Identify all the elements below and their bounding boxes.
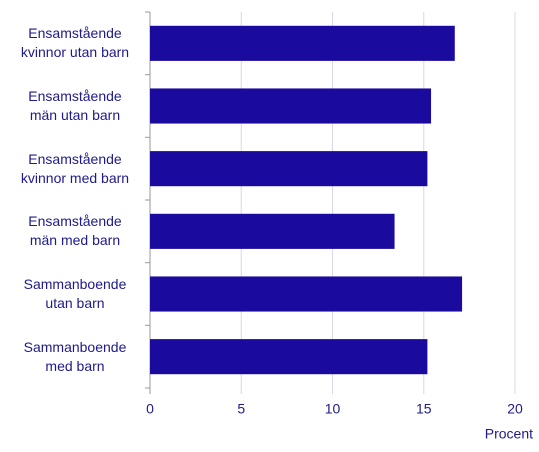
y-tick-label: Ensamstående män med barn xyxy=(28,213,122,249)
x-axis-label: Procent xyxy=(485,426,533,442)
x-tick-label: 0 xyxy=(146,401,154,417)
bar xyxy=(150,339,428,375)
y-tick-label: Sammanboende med barn xyxy=(23,338,127,374)
y-tick-label: Ensamstående kvinnor med barn xyxy=(20,150,130,186)
x-tick-label: 15 xyxy=(416,401,432,417)
x-tick-label: 10 xyxy=(325,401,341,417)
x-tick-label: 5 xyxy=(237,401,245,417)
y-tick-label: Sammanboende utan barn xyxy=(23,276,127,311)
x-tick-label: 20 xyxy=(507,401,523,417)
bar xyxy=(150,276,463,312)
bar xyxy=(150,151,428,187)
bar xyxy=(150,25,455,61)
y-tick-label: Ensamstående kvinnor utan barn xyxy=(20,25,130,61)
bar xyxy=(150,88,432,124)
y-tick-label: Ensamstående män utan barn xyxy=(28,88,122,123)
bar xyxy=(150,213,395,249)
